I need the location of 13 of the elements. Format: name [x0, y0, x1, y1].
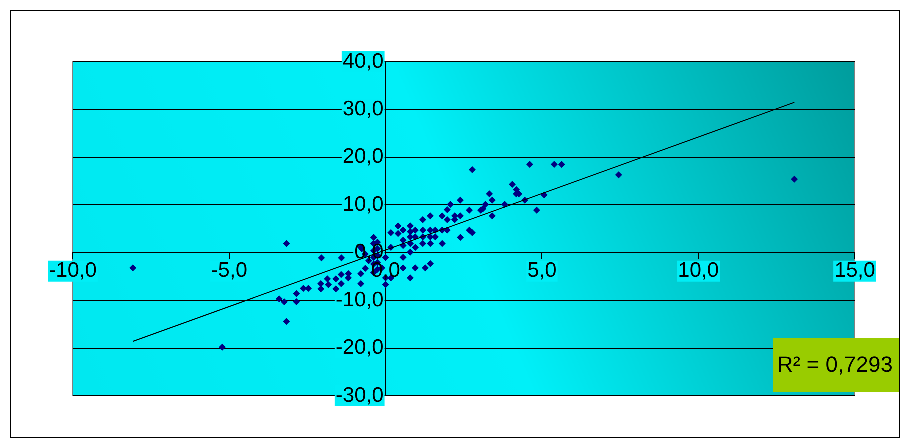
- y-tick-label: 20,0: [342, 145, 384, 168]
- y-tick-label: -20,0: [336, 336, 384, 360]
- y-tick-label: 40,0: [342, 50, 384, 73]
- y-tick-label: 10,0: [342, 192, 384, 216]
- x-tick-label: 15,0: [834, 259, 876, 282]
- x-tick-label: -10,0: [49, 259, 97, 282]
- x-tick-label: 5,0: [528, 259, 557, 282]
- x-tick-label: -5,0: [211, 259, 248, 282]
- y-tick-label: -30,0: [336, 384, 384, 407]
- x-tick-label: 10,0: [678, 259, 720, 282]
- annotation: R² = 0,7293: [773, 338, 899, 392]
- y-tick-label: 30,0: [342, 98, 384, 121]
- y-tick-label: -10,0: [336, 288, 384, 312]
